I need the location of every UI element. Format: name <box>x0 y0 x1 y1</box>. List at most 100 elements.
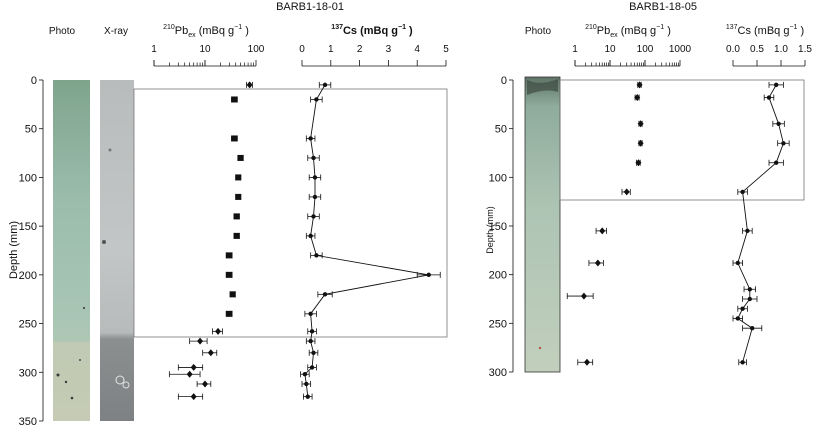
photo-column-label: Photo <box>525 26 552 37</box>
pb210-point <box>197 337 204 345</box>
cs137-point <box>311 155 316 161</box>
pb210-tick-label: 100 <box>637 44 654 55</box>
dated-interval-frame <box>559 79 805 201</box>
depth-tick-label: 300 <box>489 367 507 379</box>
pb210-point <box>637 120 644 128</box>
depth-tick-label: 100 <box>489 172 507 184</box>
cs137-tick-label: 0 <box>299 44 305 55</box>
pb210-point <box>202 380 208 388</box>
pb210-point <box>583 358 590 366</box>
cs137-point <box>747 287 752 292</box>
pb210-point <box>215 327 222 335</box>
cs137-point <box>308 233 313 239</box>
cs137-point <box>776 121 781 127</box>
pb210-point <box>636 81 643 89</box>
cs137-axis-title: 137Cs (mBq g−1 ) <box>331 24 413 37</box>
pb210-point <box>246 81 253 89</box>
depth-tick-label: 0 <box>501 75 507 87</box>
depth-tick-label: 150 <box>489 221 507 233</box>
pb210-point <box>231 96 238 103</box>
pb210-point <box>594 259 601 267</box>
pb210-point <box>237 154 244 161</box>
depth-axis: 0 50 100 150 200 250 300 <box>489 75 514 379</box>
cs137-point <box>312 175 318 180</box>
depth-tick-label: 0 <box>31 75 37 87</box>
depth-axis: 0 50 100 150 200 250 300 350 <box>19 75 44 428</box>
cs137-point <box>314 97 319 102</box>
panel-barb1-18-05: BARB1-18-05 Photo 210Pbex (mBq g−1 ) 137… <box>485 1 812 379</box>
pb210-point <box>186 370 193 378</box>
panel-barb1-18-01: BARB1-18-01 Photo X-ray 210Pbex (mBq g−1… <box>8 1 449 428</box>
y-axis-label: Depth (mm) <box>485 206 495 254</box>
depth-tick-label: 200 <box>489 270 507 282</box>
cs137-tick-label: 1.5 <box>798 44 812 55</box>
cs137-point <box>309 365 315 370</box>
pb210-point <box>226 310 233 317</box>
pb210-point <box>235 174 242 181</box>
depth-tick-label: 200 <box>19 270 37 282</box>
cs137-tick-label: 0.0 <box>726 44 740 55</box>
pb210-point <box>235 193 242 200</box>
cs137-series <box>732 81 790 366</box>
cs137-tick-label: 1 <box>328 44 334 55</box>
pb210-axis-title: 210Pbex (mBq g−1 ) <box>163 24 249 39</box>
pb210-point <box>637 139 644 147</box>
pb210-tick-label: 1 <box>151 44 157 55</box>
pb210-axis-title: 210Pbex (mBq g−1 ) <box>585 24 671 39</box>
depth-tick-label: 350 <box>19 416 37 428</box>
cs137-point <box>750 326 755 331</box>
cs137-point <box>740 189 745 195</box>
cs137-point <box>747 296 752 302</box>
pb210-tick-label: 10 <box>199 44 211 55</box>
pb210-tick-label: 1000 <box>669 44 692 55</box>
cs137-profile-line <box>304 84 429 397</box>
panel-title: BARB1-18-01 <box>276 1 344 13</box>
cs137-point <box>735 260 740 266</box>
pb210-point <box>233 232 240 239</box>
pb210-point <box>623 188 630 196</box>
cs137-profile-line <box>737 84 784 363</box>
depth-tick-label: 50 <box>25 124 37 136</box>
core-xray <box>100 80 134 421</box>
cs137-axis-title: 137Cs (mBq g−1 ) <box>726 24 804 37</box>
core-photo <box>524 76 561 373</box>
photo-column-label: Photo <box>49 26 76 37</box>
cs137-point <box>766 95 772 100</box>
cs137-point <box>314 253 319 258</box>
pb210-point <box>233 213 240 220</box>
cs137-point <box>312 194 318 200</box>
cs137-series <box>300 81 441 400</box>
cs137-point <box>781 141 786 146</box>
pb210-point <box>190 363 197 371</box>
pb210-point <box>226 252 233 259</box>
cs137-point <box>322 292 328 297</box>
pb210-point <box>580 292 587 300</box>
xray-column-label: X-ray <box>104 26 128 37</box>
cs137-point <box>311 350 316 355</box>
cs137-point <box>308 136 313 141</box>
pb210-tick-label: 100 <box>248 44 265 55</box>
cs137-point <box>774 82 779 88</box>
cs137-point <box>308 338 313 344</box>
pb210-tick-label: 1 <box>572 44 578 55</box>
pb210-series <box>566 81 644 366</box>
pb210-x-axis: 1 10 100 1000 <box>572 44 692 67</box>
cs137-x-axis: 0.0 0.5 1.0 1.5 <box>726 44 812 67</box>
pb210-series <box>168 81 253 401</box>
cs137-point <box>740 360 745 365</box>
core-photo <box>53 80 90 421</box>
cs137-point <box>304 381 309 387</box>
cs137-point <box>426 272 431 278</box>
pb210-tick-label: 10 <box>604 44 616 55</box>
cs137-point <box>745 228 750 234</box>
cs137-tick-label: 2 <box>357 44 363 55</box>
cs137-point <box>311 214 316 219</box>
cs137-point <box>322 82 328 88</box>
depth-tick-label: 250 <box>19 319 37 331</box>
dated-interval-frame <box>133 88 448 338</box>
pb210-point <box>190 393 197 401</box>
pb210-point <box>634 94 641 102</box>
depth-tick-label: 300 <box>19 367 37 379</box>
cs137-tick-label: 5 <box>443 44 449 55</box>
